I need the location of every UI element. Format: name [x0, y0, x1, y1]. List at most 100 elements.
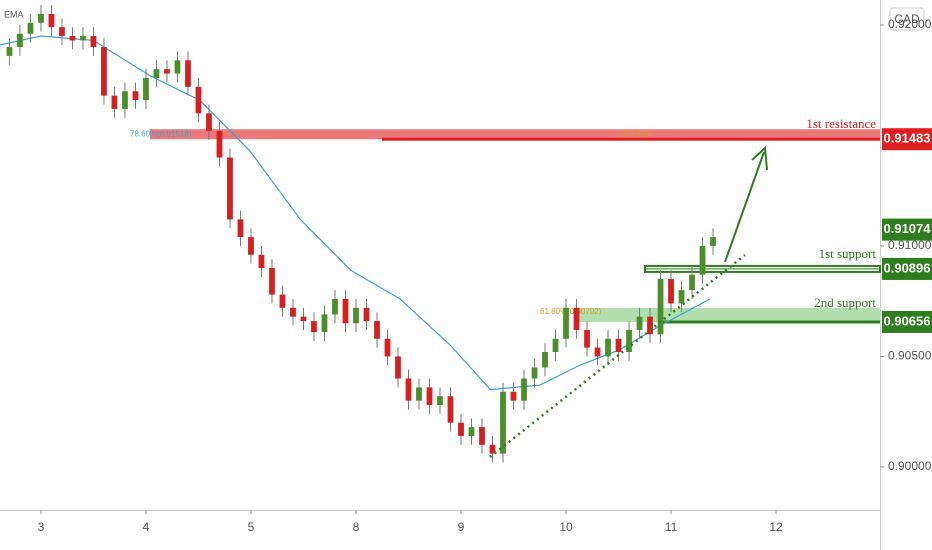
candle-body [468, 427, 475, 436]
candle-body [615, 338, 622, 353]
candle-body [258, 254, 265, 269]
y-tick-label: 0.92000 [888, 17, 932, 31]
candle-body [342, 298, 349, 324]
candle-body [689, 274, 695, 291]
price-tag-label: 0.90896 [884, 260, 931, 275]
x-tick-label: 12 [769, 520, 783, 534]
candle-body [111, 95, 118, 109]
candle-body [69, 36, 76, 41]
x-tick-label: 4 [143, 520, 150, 534]
candle-body [321, 314, 328, 333]
candle-body [510, 391, 517, 401]
candle-body [573, 307, 580, 330]
candle-body [227, 157, 233, 220]
candle-body [38, 13, 44, 23]
candle-body [153, 69, 160, 79]
candle-body [143, 78, 149, 101]
candle-body [426, 387, 433, 406]
candle-body [132, 91, 139, 101]
fib-label: 100.00% [620, 129, 652, 138]
candle-body [90, 36, 97, 48]
candle-body [657, 279, 664, 335]
candle-body [27, 22, 34, 34]
candle-body [479, 427, 485, 445]
candle-body [489, 444, 496, 454]
price-tag [882, 257, 932, 280]
ema-line [0, 35, 711, 391]
y-tick-label: 0.91000 [888, 238, 932, 252]
candle-body [269, 268, 275, 295]
candle-body [101, 47, 107, 96]
price-tag [882, 128, 932, 151]
candle-body [206, 113, 212, 132]
candle-body [248, 237, 254, 255]
candle-body [626, 329, 632, 353]
candle-body [699, 245, 706, 275]
candle-body [447, 396, 454, 423]
price-tag-label: 0.90656 [884, 313, 931, 328]
candle-body [437, 396, 443, 406]
candle-body [500, 391, 506, 454]
candle-body [237, 219, 244, 238]
candle-body [290, 307, 296, 317]
candle-body [542, 352, 548, 368]
level-label: 1st support [819, 246, 877, 261]
candle-body [584, 329, 590, 348]
candle-body [531, 367, 538, 379]
ema-label: EMA [4, 9, 24, 19]
candle-body [59, 27, 65, 37]
y-tick-label: 0.90000 [888, 459, 932, 473]
x-tick-label: 11 [665, 520, 678, 534]
candle-body [6, 47, 13, 56]
candle-body [311, 321, 317, 333]
x-tick-label: 5 [248, 520, 255, 534]
candle-body [17, 33, 23, 48]
candle-body [332, 298, 338, 315]
candle-body [216, 131, 223, 158]
candle-body [605, 338, 611, 357]
candle-body [195, 86, 202, 114]
x-tick-label: 8 [353, 520, 360, 534]
candle-body [48, 13, 55, 28]
candle-body [710, 237, 716, 246]
candle-body [300, 316, 307, 322]
candle-body [405, 378, 412, 401]
candle-body [521, 378, 527, 401]
candle-body [279, 294, 286, 308]
support-zone [575, 307, 880, 322]
candle-body [374, 321, 380, 339]
candle-body [80, 36, 86, 41]
candle-body [552, 338, 559, 353]
currency-box [889, 7, 925, 31]
candle-body [668, 279, 674, 304]
candle-body [395, 356, 401, 379]
x-tick-label: 10 [559, 520, 573, 534]
fib-label: 78.60%(0.91518) [130, 129, 192, 138]
candle-body [363, 307, 370, 322]
plot: 3 4 5 8 9 10 11 12 0.90000 0.90500 0.91000 0.92000 1… [0, 5, 932, 534]
x-tick-label: 9 [458, 520, 465, 534]
candle-body [353, 307, 359, 324]
candle-body [563, 307, 569, 339]
candle-body [164, 69, 170, 74]
arrow-head [751, 145, 768, 171]
candle-body [185, 60, 191, 87]
resistance-zone [150, 129, 880, 140]
price-tag-label: 0.91483 [884, 131, 931, 146]
candle-body [636, 316, 643, 330]
candle-body [122, 91, 128, 109]
candle-body [678, 290, 685, 304]
level-label: 2nd support [814, 295, 876, 310]
candle-body [384, 338, 391, 357]
fib-label: 61.80%(0.90702) [540, 307, 602, 316]
trend-line [489, 254, 746, 458]
y-tick-label: 0.90500 [888, 349, 932, 363]
projection-arrow [724, 151, 765, 263]
price-tag [882, 310, 932, 333]
x-tick-label: 3 [38, 520, 45, 534]
candle-body [416, 387, 422, 401]
candle-body [594, 347, 601, 357]
candle-body [458, 422, 464, 436]
